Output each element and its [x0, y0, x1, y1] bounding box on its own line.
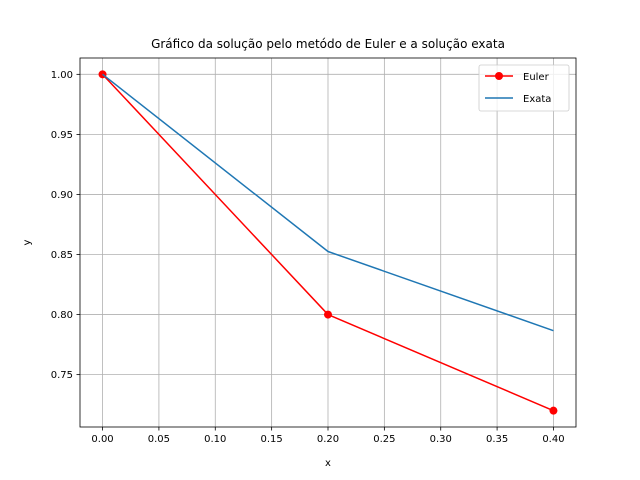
legend-label-euler: Euler [523, 72, 550, 83]
chart-title: Gráfico da solução pelo metódo de Euler … [151, 37, 505, 51]
x-tick-label: 0.00 [91, 434, 113, 445]
x-tick-label: 0.30 [430, 434, 452, 445]
x-tick-label: 0.35 [486, 434, 508, 445]
series-line-exata [102, 73, 554, 332]
x-tick-label: 0.15 [261, 434, 283, 445]
legend-marker-euler [495, 72, 503, 80]
legend: Euler Exata [478, 64, 570, 112]
x-tick-label: 0.25 [373, 434, 395, 445]
y-axis-label: y [22, 239, 33, 245]
series-point-euler [549, 406, 558, 415]
x-ticks: 0.00 0.05 0.10 0.15 0.20 0.25 0.30 0.35 0.40 [91, 427, 565, 445]
y-tick-label: 0.90 [51, 190, 73, 201]
y-tick-label: 0.80 [51, 310, 73, 321]
y-tick-label: 0.95 [51, 130, 73, 141]
series-point-euler [324, 310, 332, 319]
legend-label-exata: Exata [523, 94, 551, 105]
series-layer [98, 70, 558, 415]
y-tick-label: 0.75 [51, 370, 73, 381]
y-ticks: 0.75 0.80 0.85 0.90 0.95 1.00 [51, 70, 80, 381]
y-tick-label: 1.00 [51, 70, 73, 81]
x-tick-label: 0.05 [148, 434, 170, 445]
x-tick-label: 0.20 [317, 434, 339, 445]
x-axis-label: x [325, 458, 331, 469]
y-tick-label: 0.85 [51, 250, 73, 261]
x-tick-label: 0.10 [204, 434, 226, 445]
x-tick-label: 0.40 [542, 434, 564, 445]
